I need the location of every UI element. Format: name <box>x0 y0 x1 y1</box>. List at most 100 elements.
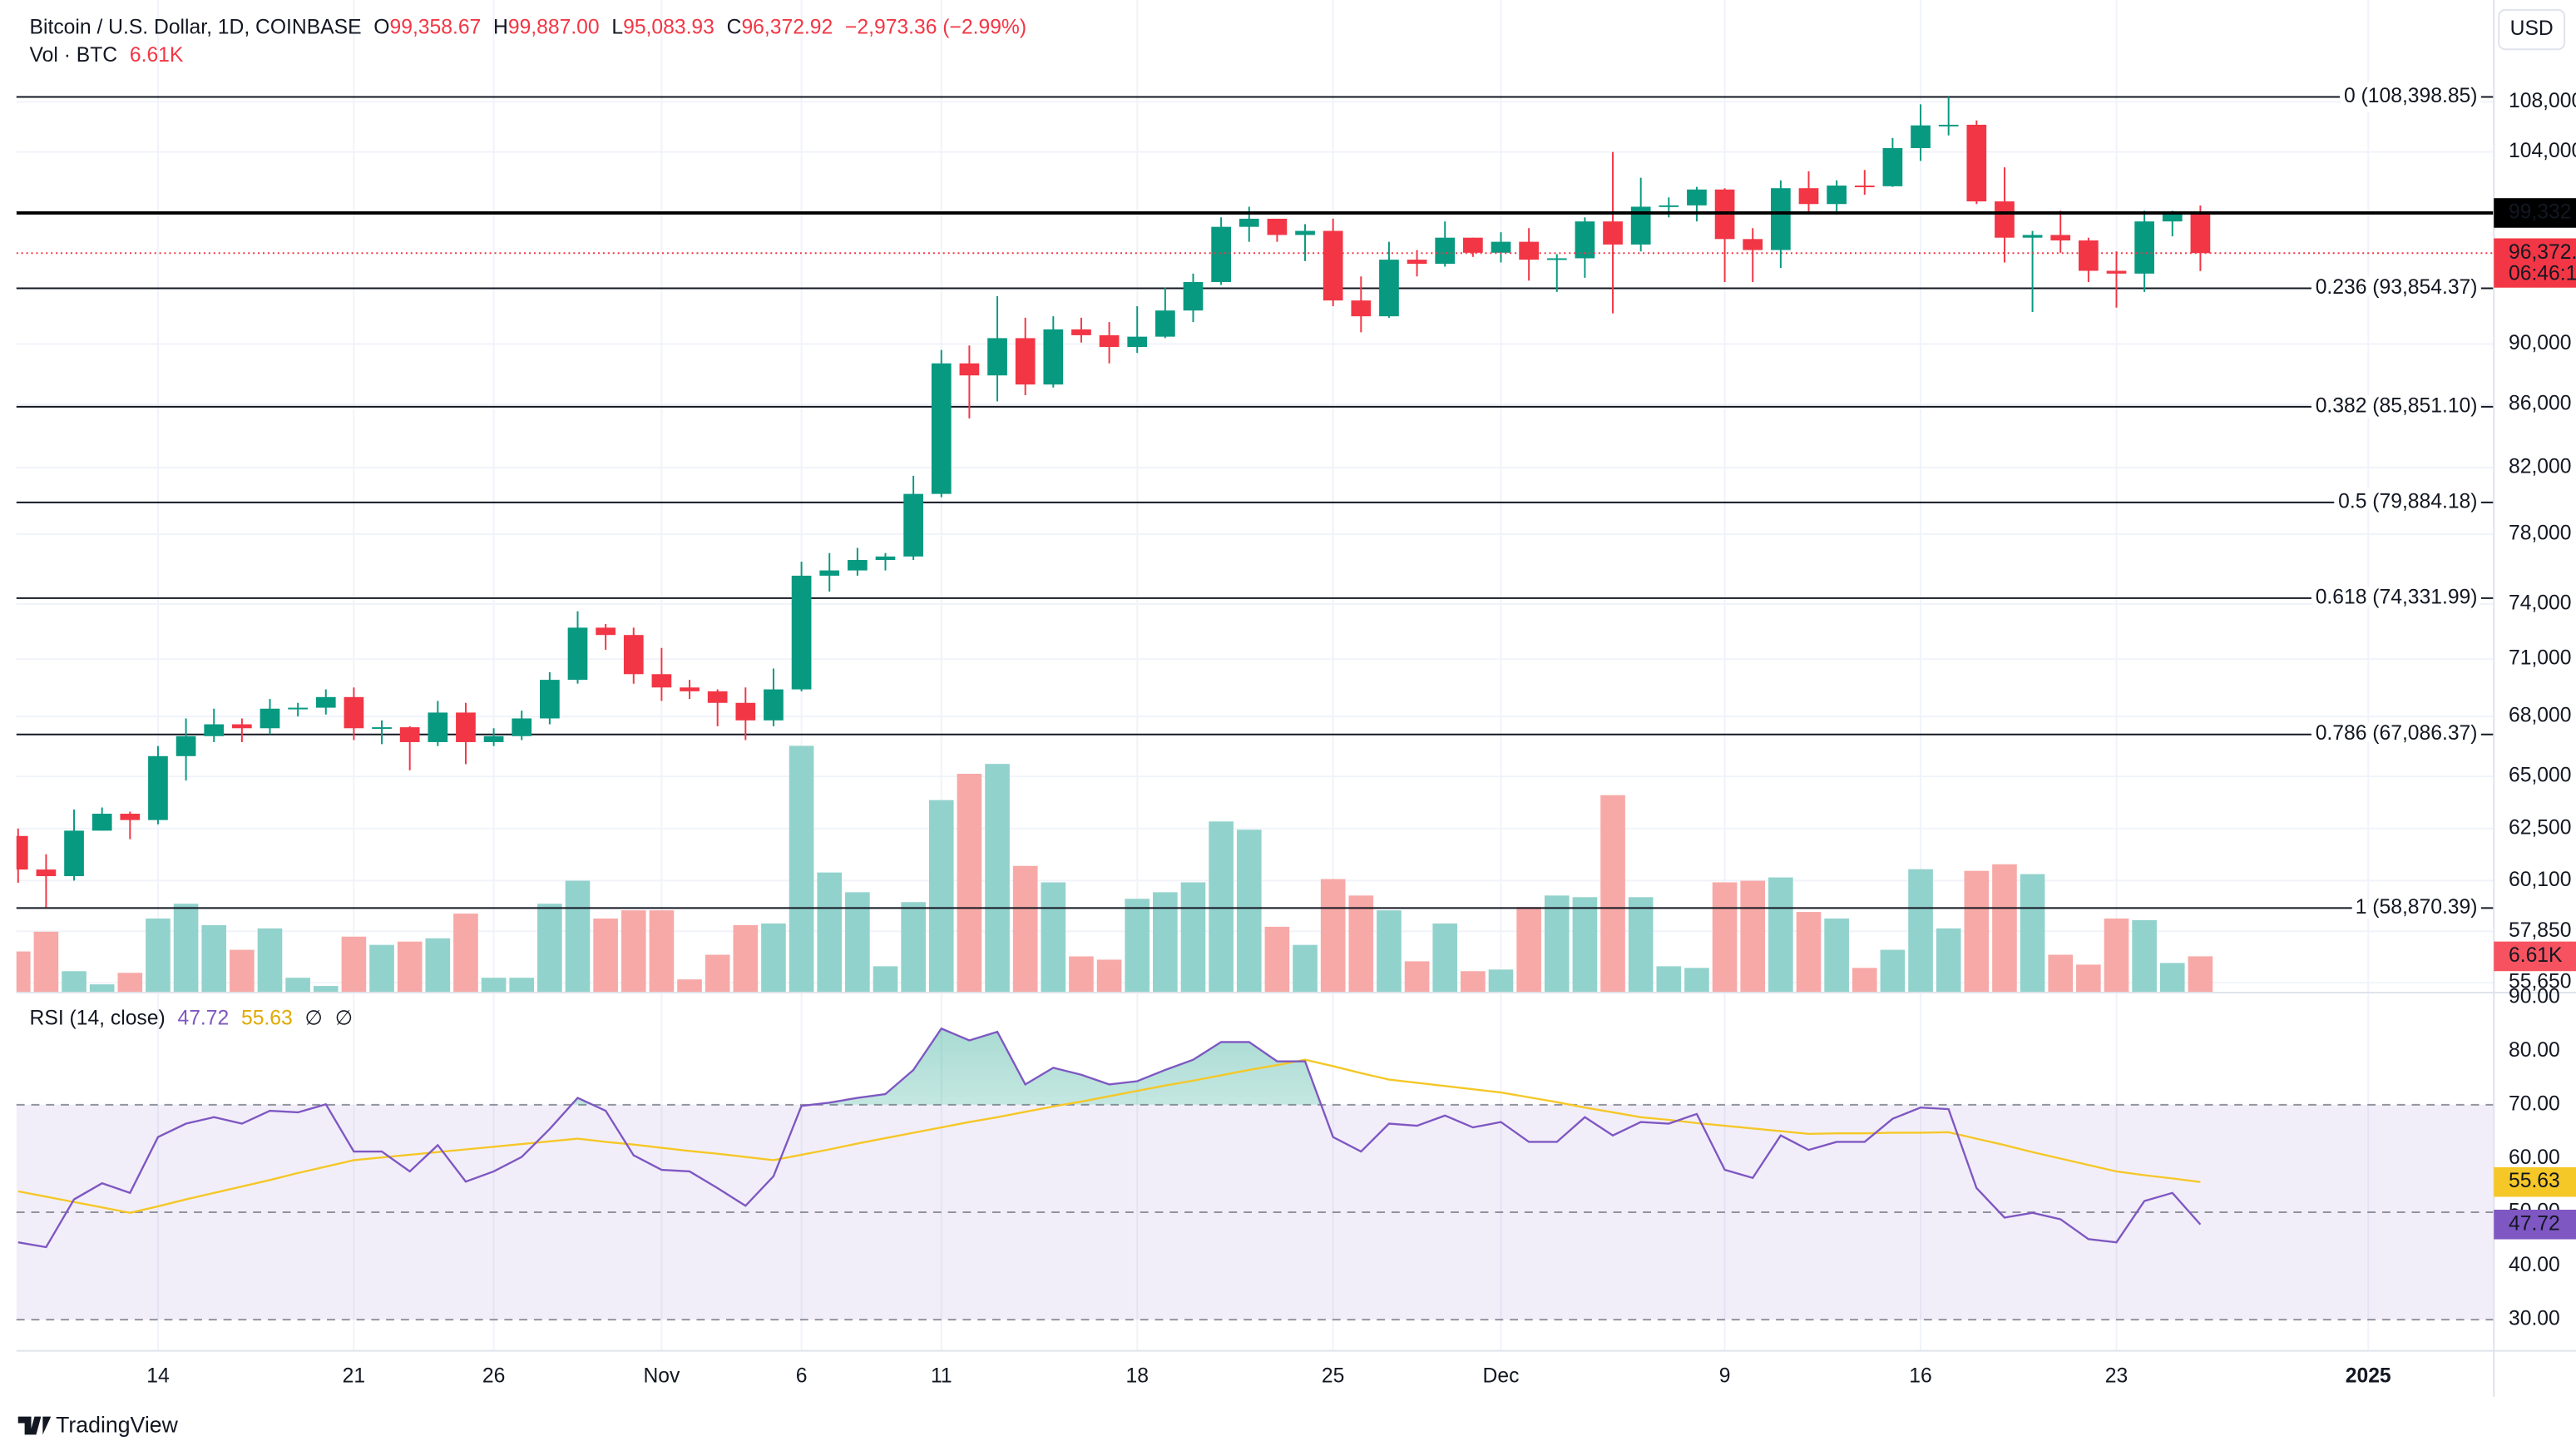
y-tick-label: 90,000 <box>2509 332 2571 354</box>
rsi-value: 47.72 <box>177 1007 229 1029</box>
volume-bar <box>1180 882 1206 993</box>
candle-body <box>651 674 672 688</box>
volume-bar <box>1824 919 1849 993</box>
candle-body <box>399 727 420 742</box>
candle-body <box>1463 237 1483 253</box>
rsi-tick-label: 70.00 <box>2509 1092 2560 1115</box>
volume-label: 6.61K <box>2509 944 2563 967</box>
na-symbol: ∅ <box>335 1007 353 1029</box>
symbol: Bitcoin / U.S. Dollar, 1D, COINBASE <box>30 16 362 38</box>
candle-body <box>1323 230 1343 301</box>
candle-body <box>735 702 756 721</box>
level-label: 0.618 (74,331.99) <box>2316 586 2478 608</box>
candle-body <box>623 635 644 675</box>
volume-bar <box>1209 821 1234 993</box>
rsi-value-box <box>2494 1209 2576 1240</box>
h-label: H <box>493 16 508 38</box>
change: −2,973.36 (−2.99%) <box>845 16 1026 38</box>
candle-body <box>372 727 392 730</box>
y-tick-label: 55,650 <box>2509 971 2571 993</box>
candle-body <box>987 338 1007 376</box>
candle-body <box>2190 212 2211 254</box>
volume-bar <box>565 880 591 993</box>
candle-body <box>540 680 560 719</box>
volume-bar <box>481 978 507 993</box>
level-label: 0.786 (67,086.37) <box>2316 722 2478 745</box>
volume-bar <box>1880 949 1906 993</box>
volume-bar <box>705 954 730 993</box>
candle-body <box>1798 188 1819 205</box>
volume-bar <box>957 774 982 993</box>
currency[interactable]: USD <box>2510 17 2554 40</box>
candle-body <box>1995 201 2015 238</box>
volume-bar <box>1153 892 1178 993</box>
volume-bar <box>1628 897 1654 993</box>
candle-body <box>1043 329 1064 385</box>
o-value: 99,358.67 <box>390 16 482 38</box>
l-label: L <box>611 16 623 38</box>
volume-bar <box>2048 954 2074 993</box>
volume-bar <box>1069 956 1094 993</box>
volume-bar <box>1964 870 1990 993</box>
volume-bar <box>453 914 478 993</box>
volume-label-box <box>2494 941 2576 972</box>
volume-bar <box>1572 897 1598 993</box>
volume-bar <box>1684 968 1709 993</box>
volume-bar <box>1432 923 1458 993</box>
candle-body <box>1603 221 1623 245</box>
volume-bar <box>1012 865 1038 993</box>
rsi-label: RSI (14, close) <box>30 1007 166 1029</box>
x-tick-label: 25 <box>1322 1365 1344 1388</box>
y-tick-label: 57,850 <box>2509 919 2571 942</box>
fib-levels: 0 (108,398.85) 0.236 (93,854.37) 0.382 (85… <box>16 80 2494 924</box>
volume-bar <box>845 892 870 993</box>
volume-bar <box>2132 919 2157 993</box>
volume <box>16 745 2213 993</box>
candle-body <box>1882 148 1903 186</box>
candle-body <box>204 724 225 736</box>
volume-bar <box>2104 919 2129 993</box>
currency-button[interactable]: USD <box>2498 8 2566 51</box>
volume-bar <box>146 919 171 993</box>
volume-bar <box>1936 928 1961 993</box>
candle-body <box>1407 260 1427 265</box>
y-tick-label: 71,000 <box>2509 647 2571 670</box>
volume-label: Vol · BTC <box>30 44 118 67</box>
volume-bar <box>901 902 926 993</box>
c-value: 96,372.92 <box>741 16 833 38</box>
volume-bar <box>1488 969 1514 993</box>
volume-bar <box>817 872 843 993</box>
volume-bar <box>1656 966 1682 993</box>
volume-bar <box>369 944 394 993</box>
candle-body <box>16 835 28 870</box>
candle-body <box>1183 281 1204 311</box>
candle-body <box>428 712 448 742</box>
rsi-overbought-fill <box>324 1028 1322 1105</box>
candles <box>16 97 2494 908</box>
volume-bar <box>1236 830 1262 993</box>
na-symbol: ∅ <box>305 1007 323 1029</box>
volume-bar <box>1461 971 1486 993</box>
x-tick-label: 6 <box>796 1365 808 1388</box>
candle-body <box>1911 125 1931 149</box>
candle-body <box>1659 205 1679 207</box>
x-tick-label: 11 <box>931 1365 952 1388</box>
candle-body <box>1546 258 1567 260</box>
candle-body <box>288 707 308 710</box>
rsi <box>17 1027 2202 1249</box>
currency-button-frame[interactable] <box>2498 8 2566 51</box>
y-tick-label: 78,000 <box>2509 522 2571 545</box>
candle-body <box>1966 124 1987 202</box>
rsi-tick-label: 40.00 <box>2509 1254 2560 1276</box>
volume-bar <box>985 764 1010 993</box>
candle-body <box>1938 124 1959 126</box>
rsi-tick-label: 80.00 <box>2509 1039 2560 1062</box>
volume-bar <box>1516 907 1541 993</box>
candle-body <box>176 735 196 756</box>
y-tick-label: 62,500 <box>2509 816 2571 839</box>
candle-body <box>707 691 728 703</box>
volume-bar <box>285 978 310 993</box>
candle-body <box>596 627 616 636</box>
candle-body <box>120 814 141 820</box>
brand-name: TradingView <box>56 1412 178 1437</box>
